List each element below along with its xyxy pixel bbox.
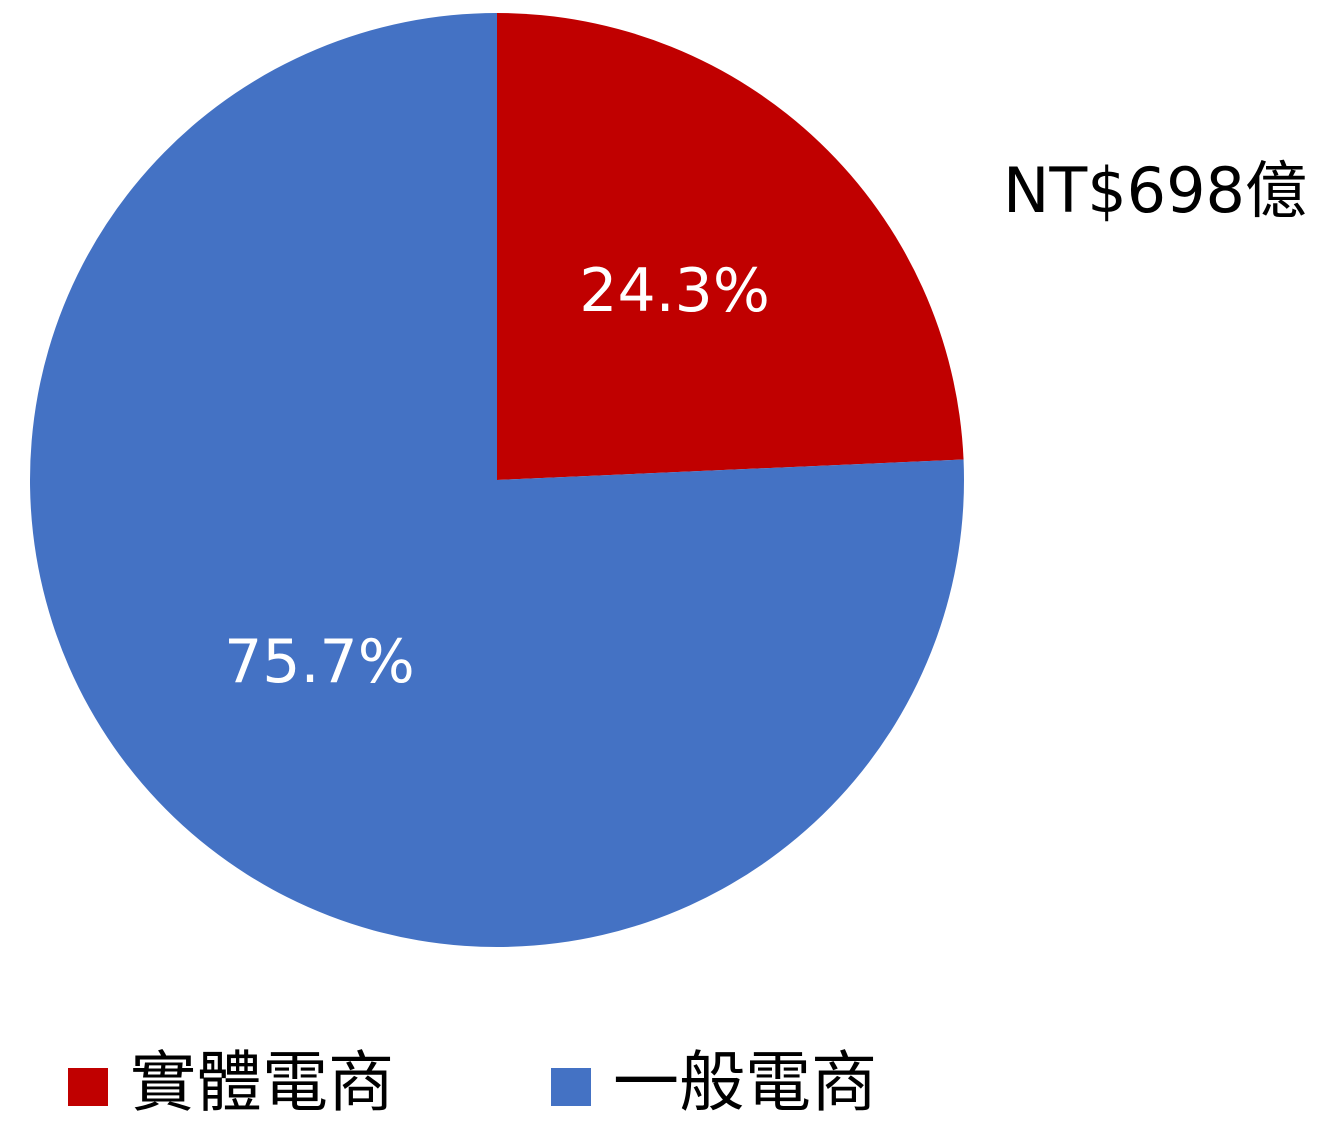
annotation: NT$698億 xyxy=(1003,154,1307,227)
data-label: 24.3% xyxy=(579,256,770,326)
legend-label: 一般電商 xyxy=(613,1044,877,1121)
legend-swatch xyxy=(551,1068,591,1106)
pie-slice xyxy=(497,13,964,480)
legend-label: 實體電商 xyxy=(130,1044,394,1121)
legend-swatch xyxy=(68,1068,108,1106)
pie-slice xyxy=(29,13,965,947)
data-label: 75.7% xyxy=(224,627,415,697)
